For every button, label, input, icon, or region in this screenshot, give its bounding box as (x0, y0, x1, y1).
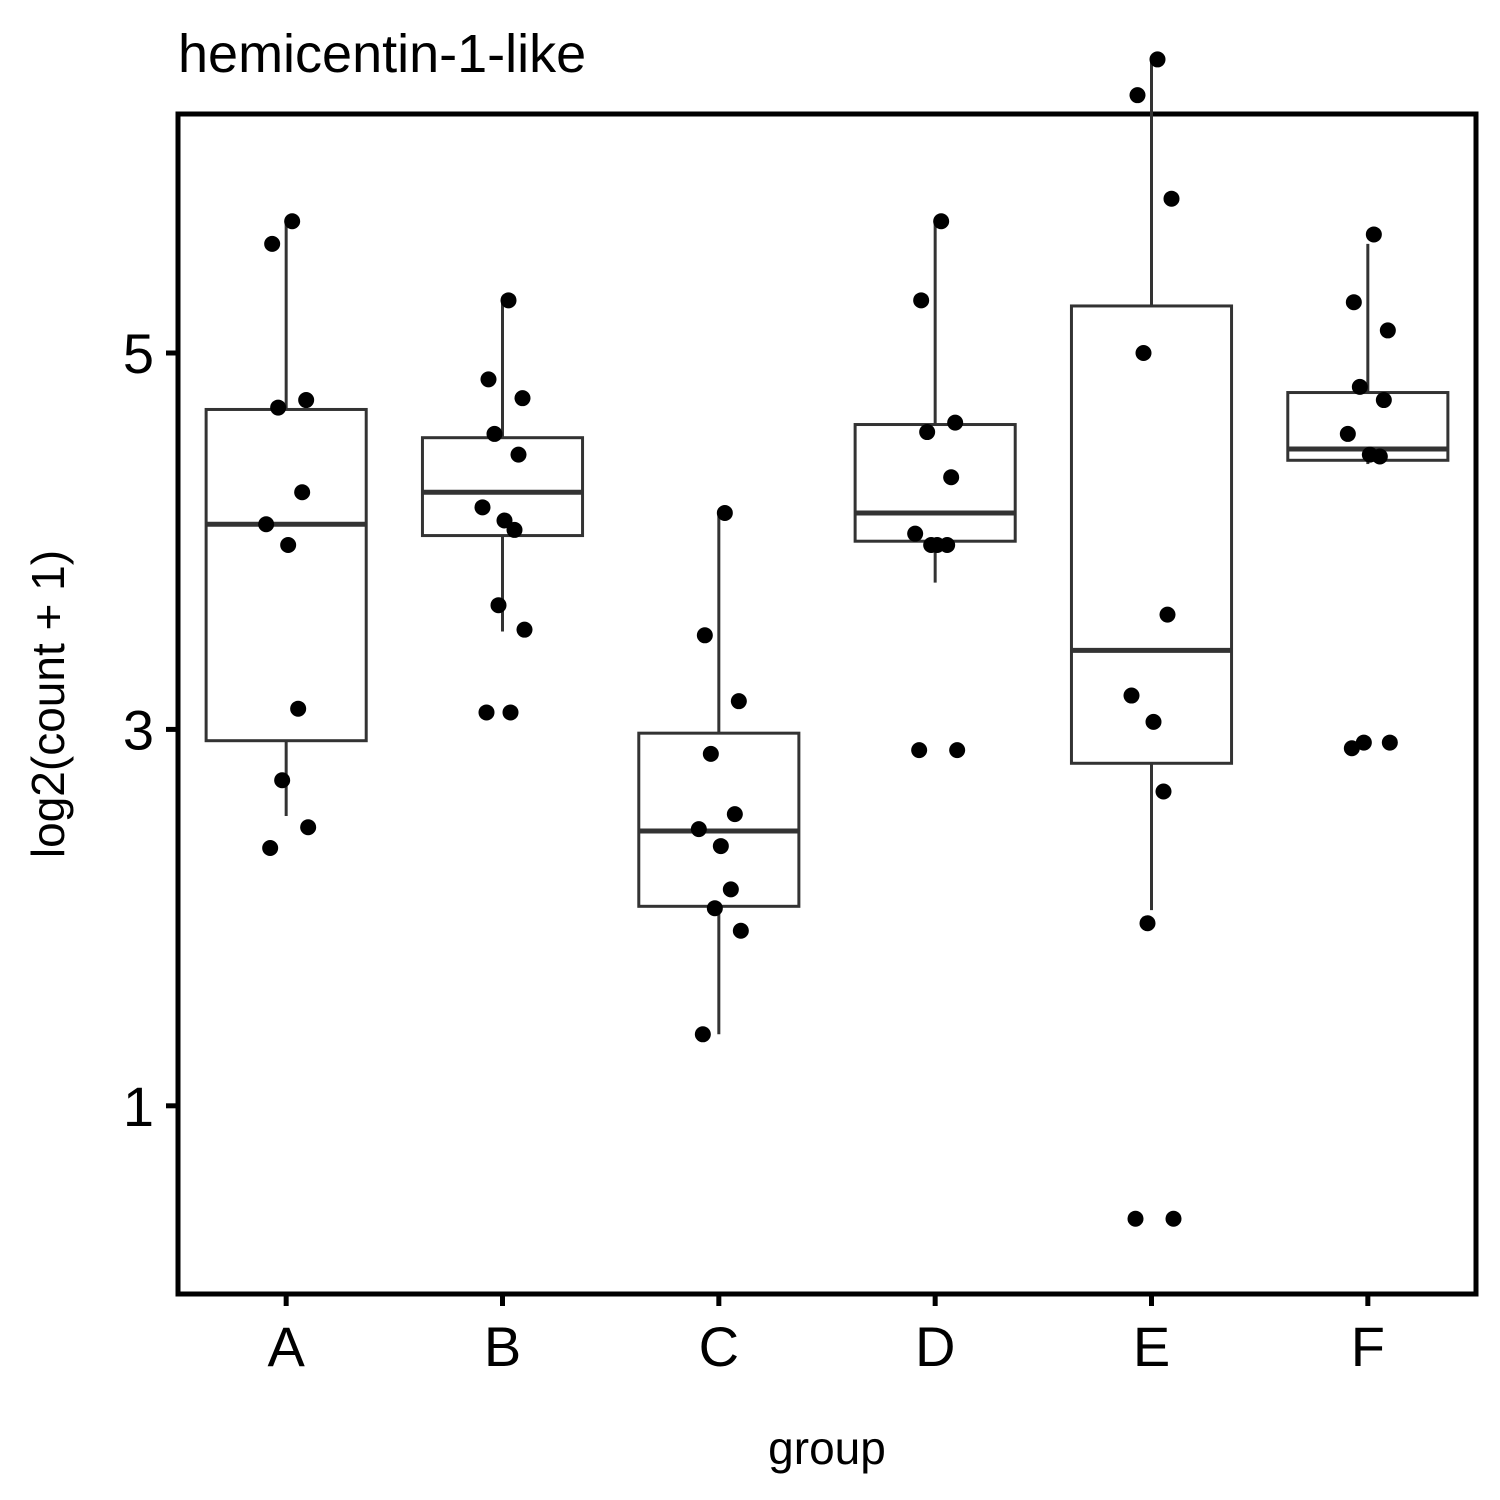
data-point (294, 484, 311, 501)
data-point (510, 446, 527, 463)
data-point (1375, 392, 1392, 409)
data-point (706, 900, 723, 917)
y-axis: 1 3 5 (123, 322, 178, 1138)
points-F (1339, 226, 1398, 757)
x-axis-title: group (768, 1422, 886, 1474)
points-B (474, 292, 533, 721)
y-tick-label: 5 (123, 322, 154, 385)
point-layer (258, 51, 1398, 1227)
plot-frame (175, 111, 1479, 1297)
data-point (490, 597, 507, 614)
data-point (258, 516, 275, 533)
box-C (637, 512, 801, 1035)
box-B (420, 302, 585, 632)
data-point (506, 521, 523, 538)
y-tick-label: 1 (123, 1075, 154, 1138)
data-point (502, 704, 519, 721)
x-axis: A B C D E F (267, 1294, 1385, 1378)
data-point (933, 213, 950, 230)
box-iqr (853, 423, 1017, 543)
x-tick-label: C (699, 1315, 739, 1378)
data-point (732, 922, 749, 939)
box-iqr (1069, 304, 1234, 765)
data-point (1345, 294, 1362, 311)
data-point (474, 499, 491, 516)
box-iqr (204, 407, 368, 743)
box-E (1069, 59, 1234, 911)
data-point (1139, 915, 1156, 932)
data-point (300, 819, 317, 836)
data-point (716, 504, 733, 521)
data-point (1365, 226, 1382, 243)
data-point (730, 693, 747, 710)
box-layer (204, 59, 1450, 1035)
data-point (1149, 51, 1166, 68)
points-D (907, 213, 966, 759)
data-point (516, 621, 533, 638)
data-point (262, 839, 279, 856)
data-point (943, 469, 960, 486)
data-point (1165, 1210, 1182, 1227)
data-point (1343, 740, 1360, 757)
data-point (274, 772, 291, 789)
data-point (1155, 783, 1172, 800)
box-D (853, 223, 1017, 583)
data-point (702, 745, 719, 762)
data-point (911, 742, 928, 759)
y-tick-label: 3 (123, 698, 154, 761)
data-point (939, 536, 956, 553)
data-point (270, 399, 287, 416)
data-point (947, 414, 964, 431)
data-point (284, 213, 301, 230)
data-point (486, 425, 503, 442)
data-point (1145, 713, 1162, 730)
data-point (722, 881, 739, 898)
data-point (1123, 687, 1140, 704)
data-point (514, 390, 531, 407)
x-tick-label: B (484, 1315, 521, 1378)
data-point (1351, 378, 1368, 395)
box-A (204, 223, 368, 816)
data-point (1163, 190, 1180, 207)
data-point (264, 235, 281, 252)
data-point (1381, 734, 1398, 751)
data-point (478, 704, 495, 721)
x-tick-label: D (915, 1315, 955, 1378)
data-point (480, 371, 497, 388)
data-point (712, 838, 729, 855)
y-axis-title: log2(count + 1) (22, 550, 74, 858)
data-point (298, 392, 315, 409)
data-point (1339, 425, 1356, 442)
points-A (258, 213, 317, 856)
box-F (1286, 243, 1450, 465)
points-E (1123, 51, 1182, 1227)
points-C (690, 504, 749, 1043)
data-point (949, 742, 966, 759)
data-point (907, 525, 924, 542)
x-tick-label: F (1351, 1315, 1385, 1378)
data-point (500, 292, 517, 309)
data-point (1127, 1210, 1144, 1227)
data-point (1371, 448, 1388, 465)
data-point (913, 292, 930, 309)
box-iqr (637, 731, 801, 908)
data-point (496, 512, 513, 529)
data-point (1355, 734, 1372, 751)
data-point (923, 536, 940, 553)
data-point (1135, 345, 1152, 362)
chart-title: hemicentin-1-like (178, 24, 586, 84)
x-tick-label: E (1133, 1315, 1170, 1378)
data-point (1159, 606, 1176, 623)
data-point (694, 1026, 711, 1043)
data-point (726, 806, 743, 823)
data-point (280, 536, 297, 553)
data-point (1129, 87, 1146, 104)
data-point (290, 700, 307, 717)
data-point (919, 424, 936, 441)
data-point (690, 821, 707, 838)
x-tick-label: A (267, 1315, 305, 1378)
data-point (1379, 322, 1396, 339)
data-point (696, 627, 713, 644)
